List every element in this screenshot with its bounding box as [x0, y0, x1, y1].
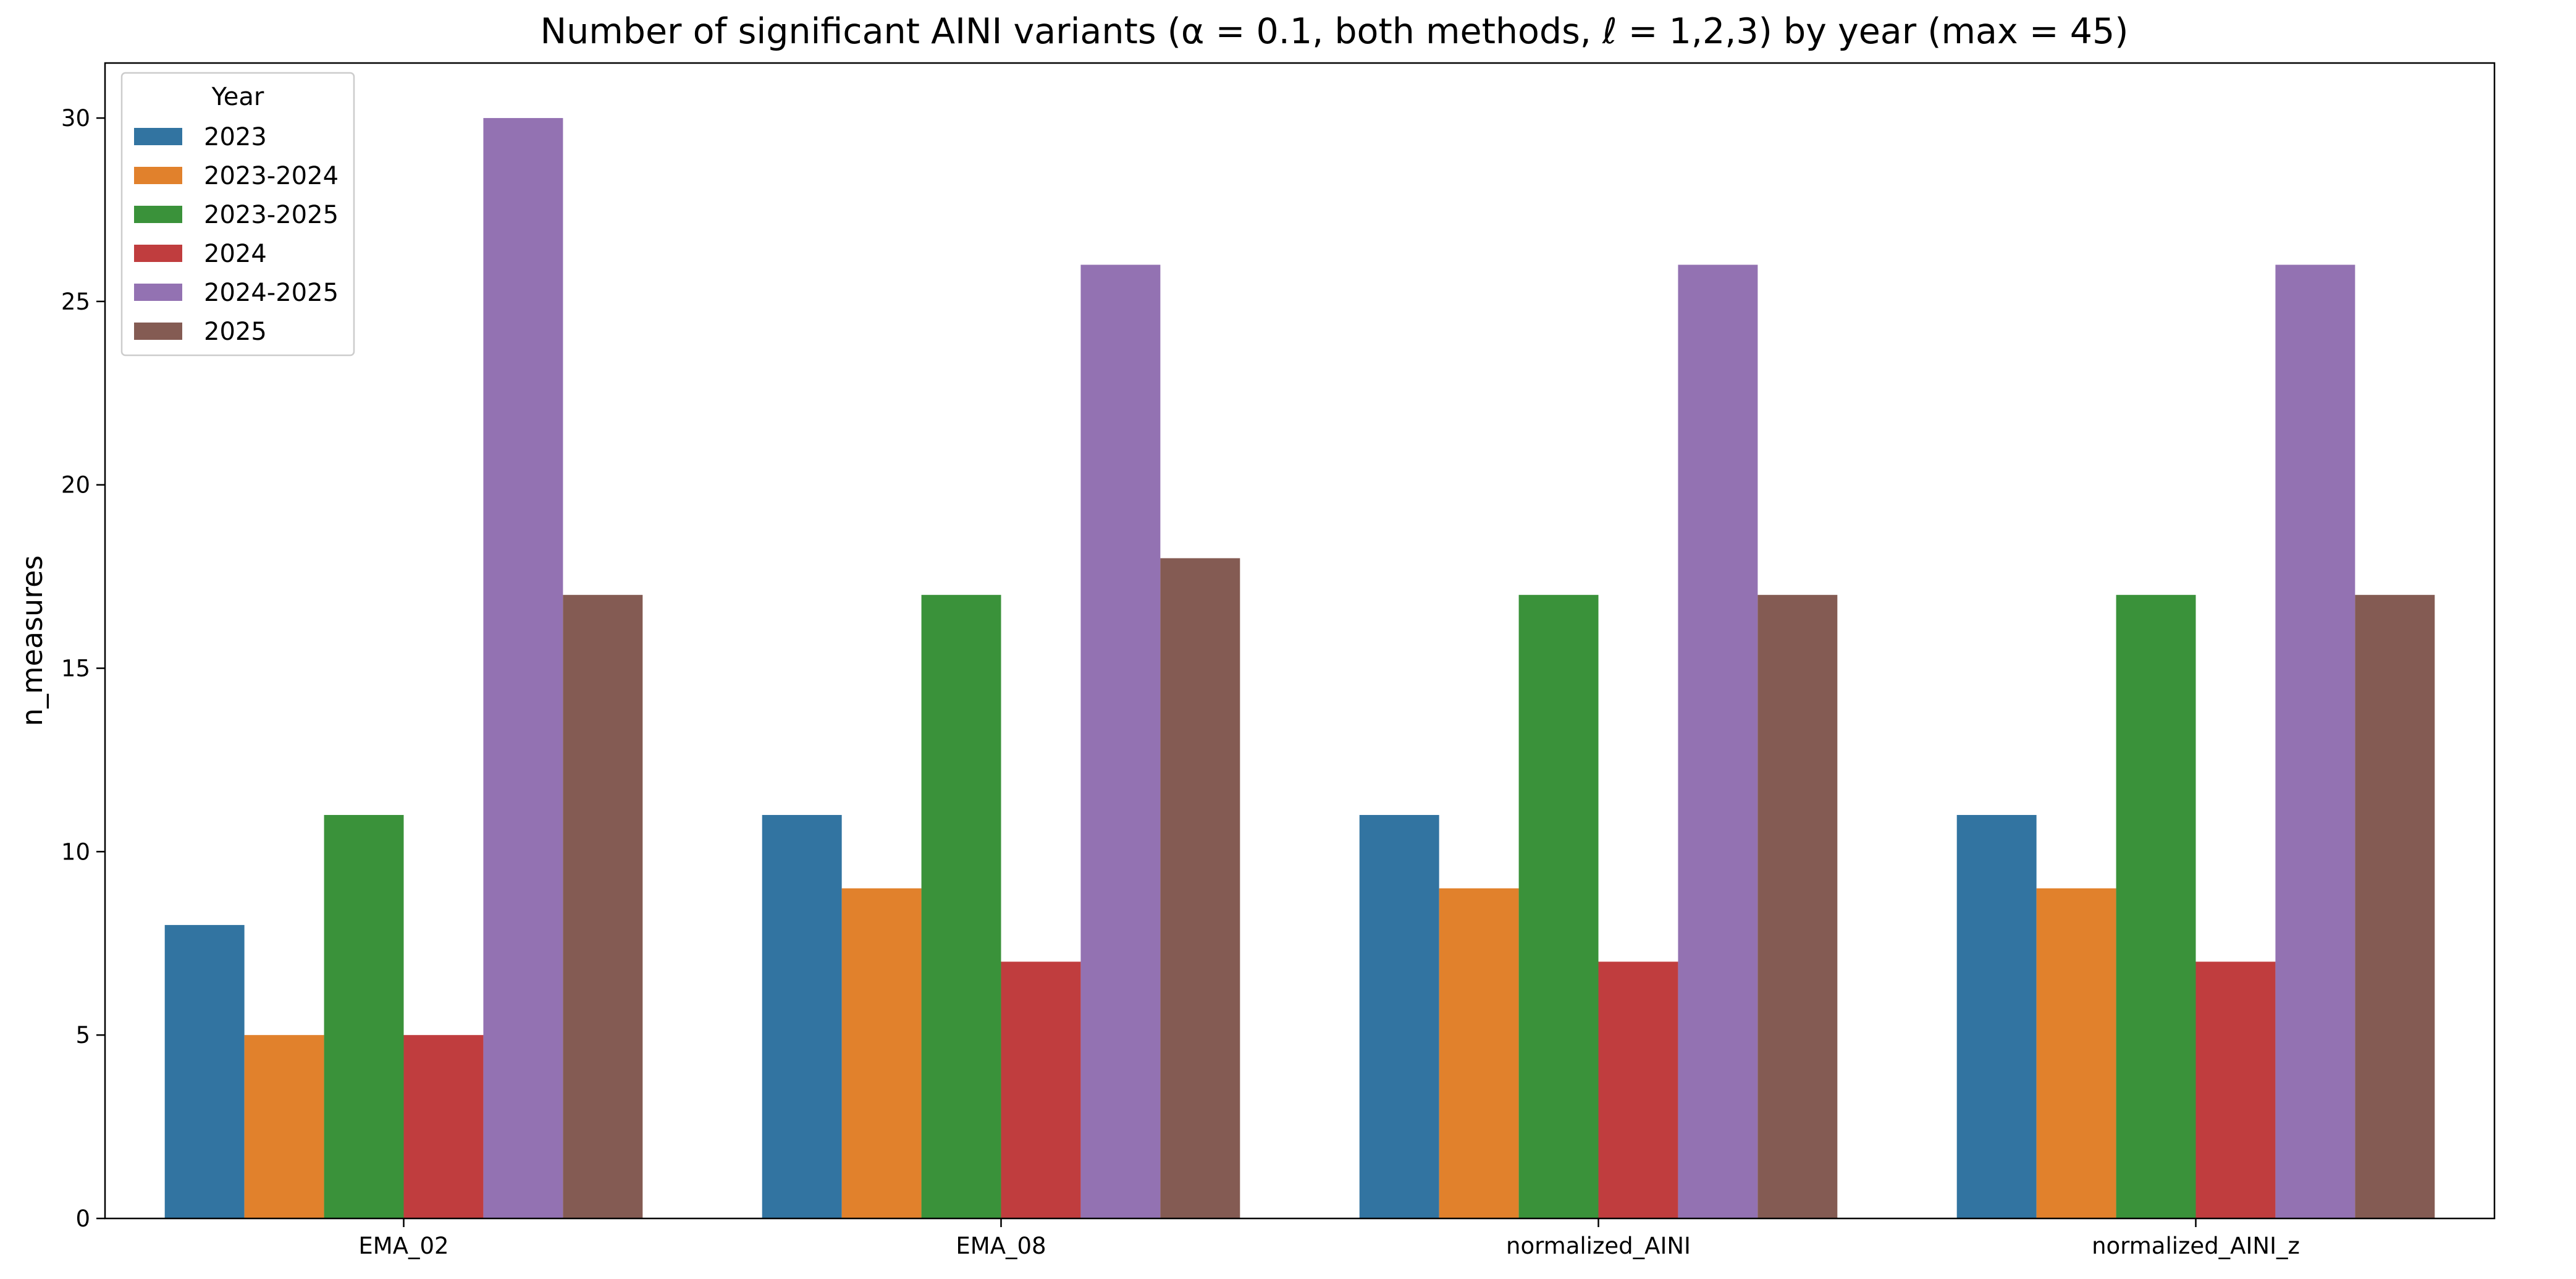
y-tick-label: 0 [75, 1205, 90, 1232]
legend[interactable]: Year 2023 2023-2024 2023-2025 2024 2024-2025… [120, 72, 355, 357]
y-tick-label: 5 [75, 1022, 90, 1049]
bar-2024-EMA_08 [1001, 961, 1081, 1218]
x-tick-label: EMA_02 [358, 1233, 448, 1259]
legend-swatch [134, 128, 182, 145]
legend-swatch [134, 206, 182, 223]
legend-label: 2023-2024 [204, 162, 339, 190]
y-tick-label: 10 [61, 838, 90, 865]
bar-2025-normalized_AINI [1757, 594, 1838, 1218]
legend-label: 2024 [204, 240, 267, 268]
bar-2024-2025-normalized_AINI_z [2275, 264, 2355, 1218]
x-tick-label: normalized_AINI [1506, 1233, 1691, 1259]
bar-2023-2025-EMA_08 [921, 594, 1001, 1218]
y-tick-label: 15 [61, 656, 90, 682]
bar-2023-2024-normalized_AINI_z [2036, 888, 2116, 1218]
bar-2023-2024-EMA_02 [244, 1035, 324, 1218]
bar-2024-normalized_AINI [1598, 961, 1678, 1218]
x-tick-label: EMA_08 [956, 1233, 1046, 1259]
y-axis-ticks: 0 5 10 15 20 25 30 [61, 105, 105, 1232]
bar-2023-EMA_02 [164, 925, 245, 1218]
bar-2025-normalized_AINI_z [2355, 594, 2435, 1218]
bar-group [164, 118, 2435, 1219]
bar-2024-2025-normalized_AINI [1678, 264, 1758, 1218]
legend-label: 2025 [204, 318, 267, 346]
legend-swatch [134, 284, 182, 301]
bar-2023-2025-normalized_AINI_z [2116, 594, 2196, 1218]
bar-2023-normalized_AINI_z [1956, 814, 2037, 1218]
x-tick-label: normalized_AINI_z [2092, 1233, 2300, 1259]
bar-2023-2025-EMA_02 [324, 814, 404, 1218]
bar-2023-2024-normalized_AINI [1439, 888, 1519, 1218]
bar-2023-2025-normalized_AINI [1518, 594, 1599, 1218]
bar-2024-2025-EMA_02 [483, 118, 563, 1219]
legend-swatch [134, 323, 182, 340]
y-tick-label: 20 [61, 472, 90, 499]
chart-title: Number of significant AINI variants (α =… [541, 11, 2129, 52]
bar-2023-EMA_08 [762, 814, 842, 1218]
bar-2023-2024-EMA_08 [841, 888, 922, 1218]
plot-frame [104, 62, 2496, 1220]
legend-swatch [134, 245, 182, 262]
y-axis-label: n_measures [15, 555, 49, 727]
bar-2025-EMA_08 [1160, 558, 1240, 1218]
bar-2024-normalized_AINI_z [2195, 961, 2276, 1218]
bar-2024-2025-EMA_08 [1080, 264, 1161, 1218]
legend-label: 2023-2025 [204, 201, 339, 229]
bar-2024-EMA_02 [403, 1035, 484, 1218]
bar-2025-EMA_02 [563, 594, 643, 1218]
legend-label: 2024-2025 [204, 279, 339, 307]
y-tick-label: 25 [61, 289, 90, 315]
legend-label: 2023 [204, 123, 267, 151]
legend-items: 2023 2023-2024 2023-2025 2024 2024-2025 2025 [134, 123, 339, 346]
y-tick-label: 30 [61, 105, 90, 132]
bar-2023-normalized_AINI [1359, 814, 1439, 1218]
legend-title: Year [211, 83, 264, 111]
legend-swatch [134, 167, 182, 184]
x-axis-ticks: EMA_02 EMA_08 normalized_AINI normalized_AI… [358, 1218, 2300, 1259]
